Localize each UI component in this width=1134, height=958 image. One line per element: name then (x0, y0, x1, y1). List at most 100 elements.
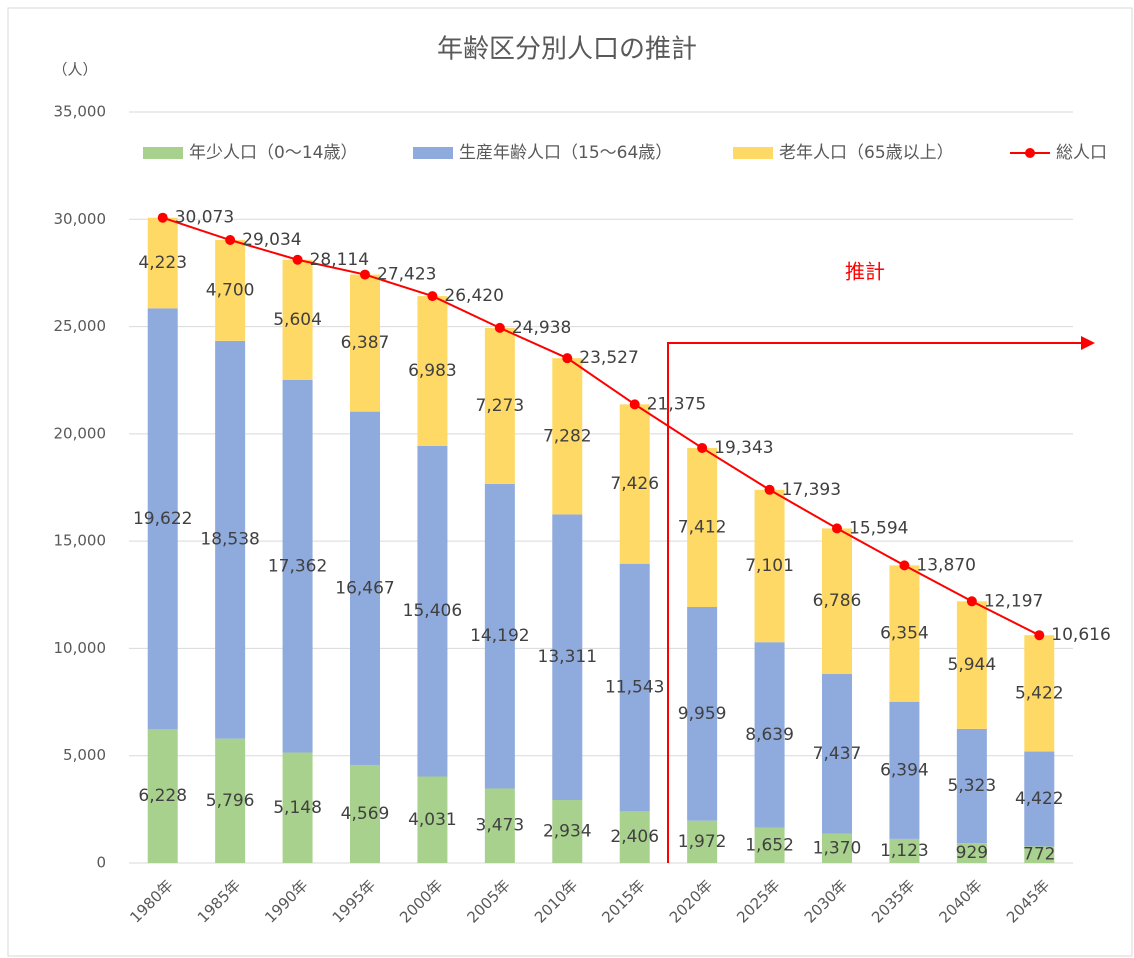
y-axis-label: （人） (52, 61, 97, 79)
line (162, 216, 1040, 637)
bar-segment (484, 327, 515, 484)
bar-segment (822, 528, 852, 675)
bar-segment (552, 800, 583, 863)
data-label: 7,437 (813, 744, 862, 764)
data-label: 2,934 (543, 822, 592, 842)
annotation: 推計 (845, 260, 885, 284)
data-label: 4,422 (1015, 789, 1064, 809)
line-point (360, 269, 370, 280)
bar-segment (754, 642, 785, 828)
bar-segment (619, 811, 650, 863)
line-point (157, 212, 168, 223)
bar-segment (417, 776, 448, 863)
data-label: 4,700 (206, 280, 255, 300)
data-label: 27,423 (377, 265, 436, 285)
data-label: 23,527 (579, 348, 638, 368)
bar-segment (552, 358, 583, 515)
bar-segment (417, 296, 448, 446)
data-label: 16,467 (335, 578, 394, 598)
data-label: 17,393 (782, 480, 841, 500)
data-label: 4,031 (408, 810, 457, 830)
line-point (427, 291, 438, 302)
bar-segment (889, 701, 920, 839)
bar-segment (147, 308, 178, 730)
line-point (764, 484, 775, 495)
bar-segment (282, 259, 313, 380)
data-label: 24,938 (512, 318, 571, 338)
data-label: 12,197 (984, 591, 1043, 611)
legend-swatch (413, 147, 453, 159)
bar-segment (282, 752, 313, 863)
data-label: 13,311 (538, 647, 597, 667)
projection-marker (667, 342, 1085, 863)
y-tick-label: 0 (96, 854, 106, 872)
legend-swatch (733, 147, 773, 159)
bar-segment (619, 404, 650, 564)
legend-swatch (1025, 148, 1035, 158)
y-tick-label: 20,000 (54, 424, 107, 442)
bar-segment (215, 738, 246, 863)
data-label: 5,422 (1015, 683, 1064, 703)
bar-segment (215, 340, 246, 739)
data-label: 15,406 (403, 601, 462, 621)
data-label: 26,420 (444, 286, 503, 306)
bar-segment (822, 833, 852, 863)
data-label: 21,375 (647, 394, 706, 414)
bar-segment (484, 483, 515, 789)
bar-segment (417, 445, 448, 777)
data-label: 6,387 (341, 333, 390, 353)
bar-segment (147, 217, 178, 309)
bar-segment (1024, 846, 1055, 863)
bar-segment (619, 563, 650, 812)
bar-segment (687, 820, 718, 863)
bar-segment (956, 601, 987, 729)
projection-arrow (1081, 336, 1095, 350)
bar-segment (1024, 635, 1055, 752)
bar-segment (687, 606, 718, 821)
bar-segment (350, 411, 380, 765)
data-label: 8,639 (745, 725, 794, 745)
chart-title: 年齢区分別人口の推計 (437, 35, 697, 65)
bar-segment (147, 729, 178, 863)
data-label: 4,569 (341, 804, 390, 824)
legend-label: 生産年齢人口（15～64歳） (459, 143, 672, 163)
bar-segment (754, 489, 785, 643)
legend-label: 老年人口（65歳以上） (779, 143, 954, 163)
data-label: 29,034 (242, 230, 301, 250)
bar-segment (215, 240, 246, 341)
data-label: 17,362 (268, 556, 327, 576)
bar-segment (282, 379, 313, 753)
plot-area: 0 5,000 10,000 15,000 20,000 25,000 30,000 35,0… (54, 103, 1111, 927)
bar-segment (956, 843, 987, 863)
y-tick-label: 30,000 (54, 210, 107, 228)
bar-segment (822, 674, 852, 834)
data-label: 2,406 (610, 827, 659, 847)
data-label: 1,652 (745, 835, 794, 855)
bar-segment (552, 514, 583, 801)
data-label: 19,622 (133, 509, 192, 529)
data-label: 3,473 (476, 816, 525, 836)
data-label: 14,192 (470, 626, 529, 646)
line-point (832, 523, 842, 534)
data-label: 929 (956, 843, 988, 863)
y-tick-label: 25,000 (54, 317, 107, 335)
bar-segment (889, 838, 920, 863)
bar-segment (956, 728, 987, 844)
bar-segment (484, 788, 515, 863)
y-tick-label: 35,000 (54, 103, 107, 121)
data-label: 13,870 (916, 555, 975, 575)
data-label: 5,796 (206, 791, 255, 811)
bar-segment (350, 764, 380, 863)
data-label: 6,983 (408, 361, 457, 381)
data-label: 7,282 (543, 426, 592, 446)
y-tick-label: 15,000 (54, 532, 107, 550)
data-label: 6,394 (880, 760, 929, 780)
data-label: 5,148 (273, 798, 322, 818)
data-label: 9,959 (678, 704, 727, 724)
data-label: 10,616 (1051, 625, 1110, 645)
data-label: 7,273 (476, 396, 525, 416)
bar-segment (687, 447, 718, 607)
data-label: 6,354 (880, 624, 929, 644)
data-label: 6,228 (138, 786, 187, 806)
